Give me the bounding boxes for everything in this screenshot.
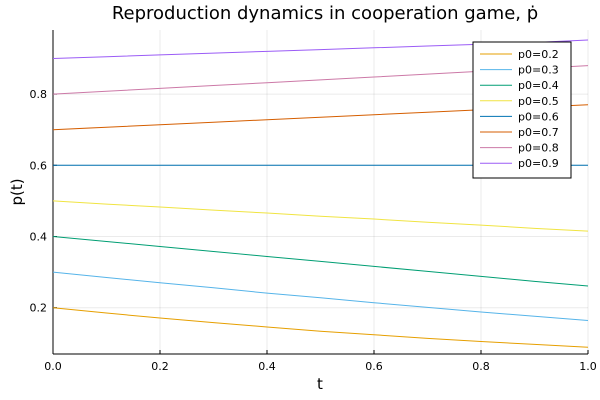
x-tick-label: 0.6 [365,360,383,373]
y-ticks: 0.2 0.4 0.6 0.8 [30,88,57,315]
x-tick-label: 0.4 [258,360,276,373]
series-line-p0=0.4 [52,236,589,287]
y-tick-label: 0.4 [30,231,48,244]
y-tick-label: 0.2 [30,302,48,315]
series-line-p0=0.3 [52,271,589,322]
chart-title: Reproduction dynamics in cooperation gam… [112,3,538,24]
legend-label: p0=0.5 [518,95,559,108]
x-tick-label: 0.8 [472,360,490,373]
legend-item: p0=0.6 [480,110,559,123]
y-axis-label: p(t) [8,178,26,205]
legend-label: p0=0.8 [518,142,559,155]
legend-item: p0=0.3 [480,64,559,77]
x-axis-label: t [317,375,323,393]
legend-label: p0=0.2 [518,48,559,61]
legend-item: p0=0.7 [480,126,559,139]
legend-item: p0=0.8 [480,142,559,155]
y-tick-label: 0.8 [30,88,48,101]
legend-label: p0=0.9 [518,157,559,170]
x-ticks: 0.0 0.2 0.4 0.6 0.8 1.0 [44,350,597,373]
x-tick-label: 1.0 [579,360,597,373]
legend-item: p0=0.2 [480,48,559,61]
legend-box [472,41,572,179]
legend-item: p0=0.4 [480,79,559,92]
y-tick-label: 0.6 [30,159,48,172]
series-line-p0=0.5 [52,200,589,232]
legend: p0=0.2 p0=0.3 p0=0.4 p0=0.5 p0=0.6 p0=0.7 p0=0… [472,41,572,179]
legend-label: p0=0.7 [518,126,559,139]
legend-label: p0=0.4 [518,79,559,92]
axes [52,30,588,355]
series-line-p0=0.2 [52,307,589,348]
legend-item: p0=0.9 [480,157,559,170]
x-tick-label: 0.2 [151,360,169,373]
legend-label: p0=0.6 [518,110,559,123]
legend-item: p0=0.5 [480,95,559,108]
legend-items: p0=0.2 p0=0.3 p0=0.4 p0=0.5 p0=0.6 p0=0.7 p0=0… [480,48,559,170]
legend-label: p0=0.3 [518,64,559,77]
x-tick-label: 0.0 [44,360,62,373]
